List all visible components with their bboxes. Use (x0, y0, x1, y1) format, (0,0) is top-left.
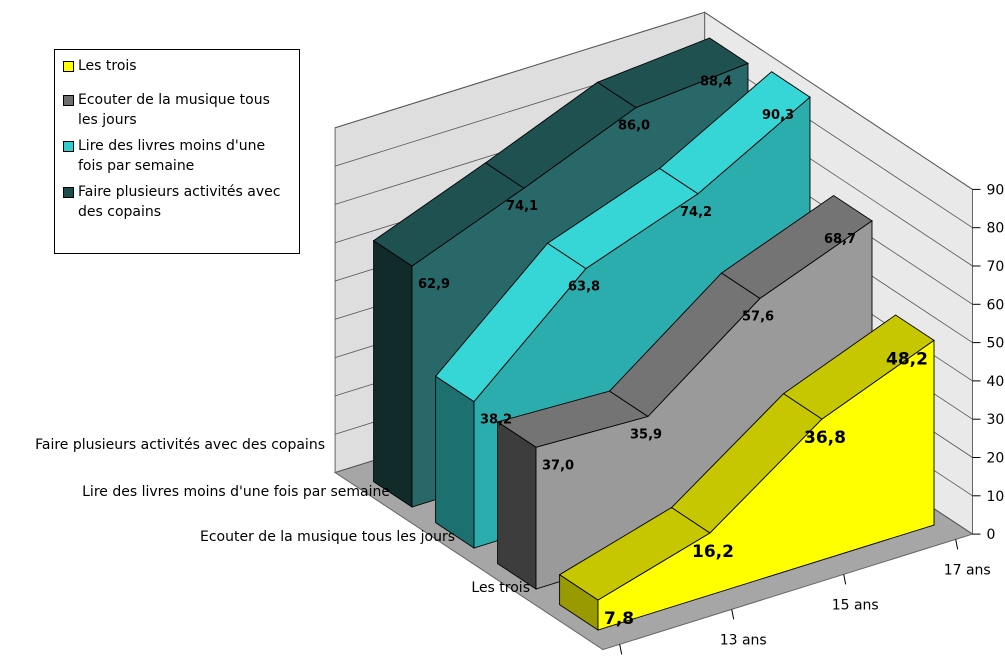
y-tick-label: 60 (987, 297, 1005, 313)
y-tick-label: 40 (987, 374, 1005, 390)
data-label: 90,3 (762, 108, 794, 123)
y-tick-label: 50 (987, 336, 1005, 352)
data-label: 74,2 (680, 205, 712, 220)
area-end-cap (497, 421, 537, 590)
area-front-face (597, 339, 935, 631)
y-tick-label: 90 (987, 182, 1005, 198)
depth-tick-label: Lire des livres moins d'une fois par sem… (82, 484, 390, 500)
data-labels: 62,9 74,1 86,0 88,4 38,2 63,8 74,2 90,3 37,0 35,9… (418, 74, 928, 629)
data-label: 16,2 (692, 542, 734, 562)
data-label: 7,8 (604, 609, 634, 629)
data-label: 57,6 (742, 309, 774, 324)
gridline (334, 11, 973, 190)
data-label: 86,0 (618, 119, 650, 134)
x-tick-label: 13 ans (720, 632, 767, 648)
legend-label: Ecouter de la musique tous les jours (78, 92, 270, 128)
x-tick (619, 644, 623, 655)
data-label: 38,2 (480, 413, 512, 428)
y-tick-label: 10 (987, 489, 1005, 505)
y-tick-label: 30 (987, 412, 1005, 428)
legend-swatch (63, 141, 74, 152)
x-tick (955, 539, 959, 550)
legend-item: Lire des livres moins d'une fois par sem… (63, 136, 293, 176)
legend-swatch (63, 61, 74, 72)
x-tick-label: 17 ans (944, 562, 991, 578)
legend-label: Les trois (78, 58, 137, 74)
x-tick (731, 609, 735, 620)
data-label: 48,2 (886, 349, 928, 369)
legend-item: Les trois (63, 56, 293, 76)
x-tick-label: 15 ans (832, 597, 879, 613)
data-label: 63,8 (568, 280, 600, 295)
area-end-cap (435, 375, 475, 549)
y-tick-label: 70 (987, 259, 1005, 275)
depth-tick-label: Ecouter de la musique tous les jours (200, 529, 455, 545)
legend-swatch (63, 187, 74, 198)
data-label: 37,0 (542, 458, 574, 473)
data-label: 62,9 (418, 277, 450, 292)
depth-tick-label: Faire plusieurs activités avec des copai… (35, 437, 325, 453)
legend: Les trois Ecouter de la musique tous les … (54, 49, 300, 254)
data-label: 36,8 (804, 428, 846, 448)
area-end-cap (373, 239, 413, 508)
data-label: 88,4 (700, 74, 732, 89)
data-label: 74,1 (506, 199, 538, 214)
legend-label: Faire plusieurs activités avec des copai… (78, 184, 281, 220)
series-4 (558, 314, 935, 631)
legend-item: Ecouter de la musique tous les jours (63, 90, 293, 130)
y-tick-label: 0 (987, 527, 996, 543)
legend-swatch (63, 95, 74, 106)
legend-label: Lire des livres moins d'une fois par sem… (78, 138, 266, 174)
legend-item: Faire plusieurs activités avec des copai… (63, 182, 293, 222)
y-tick-label: 80 (987, 221, 1005, 237)
data-label: 68,7 (824, 232, 856, 247)
series-layer (372, 37, 935, 631)
y-tick-label: 20 (987, 451, 1005, 467)
depth-tick-label: Les trois (471, 580, 530, 596)
data-label: 35,9 (630, 428, 662, 443)
x-tick (843, 574, 847, 585)
